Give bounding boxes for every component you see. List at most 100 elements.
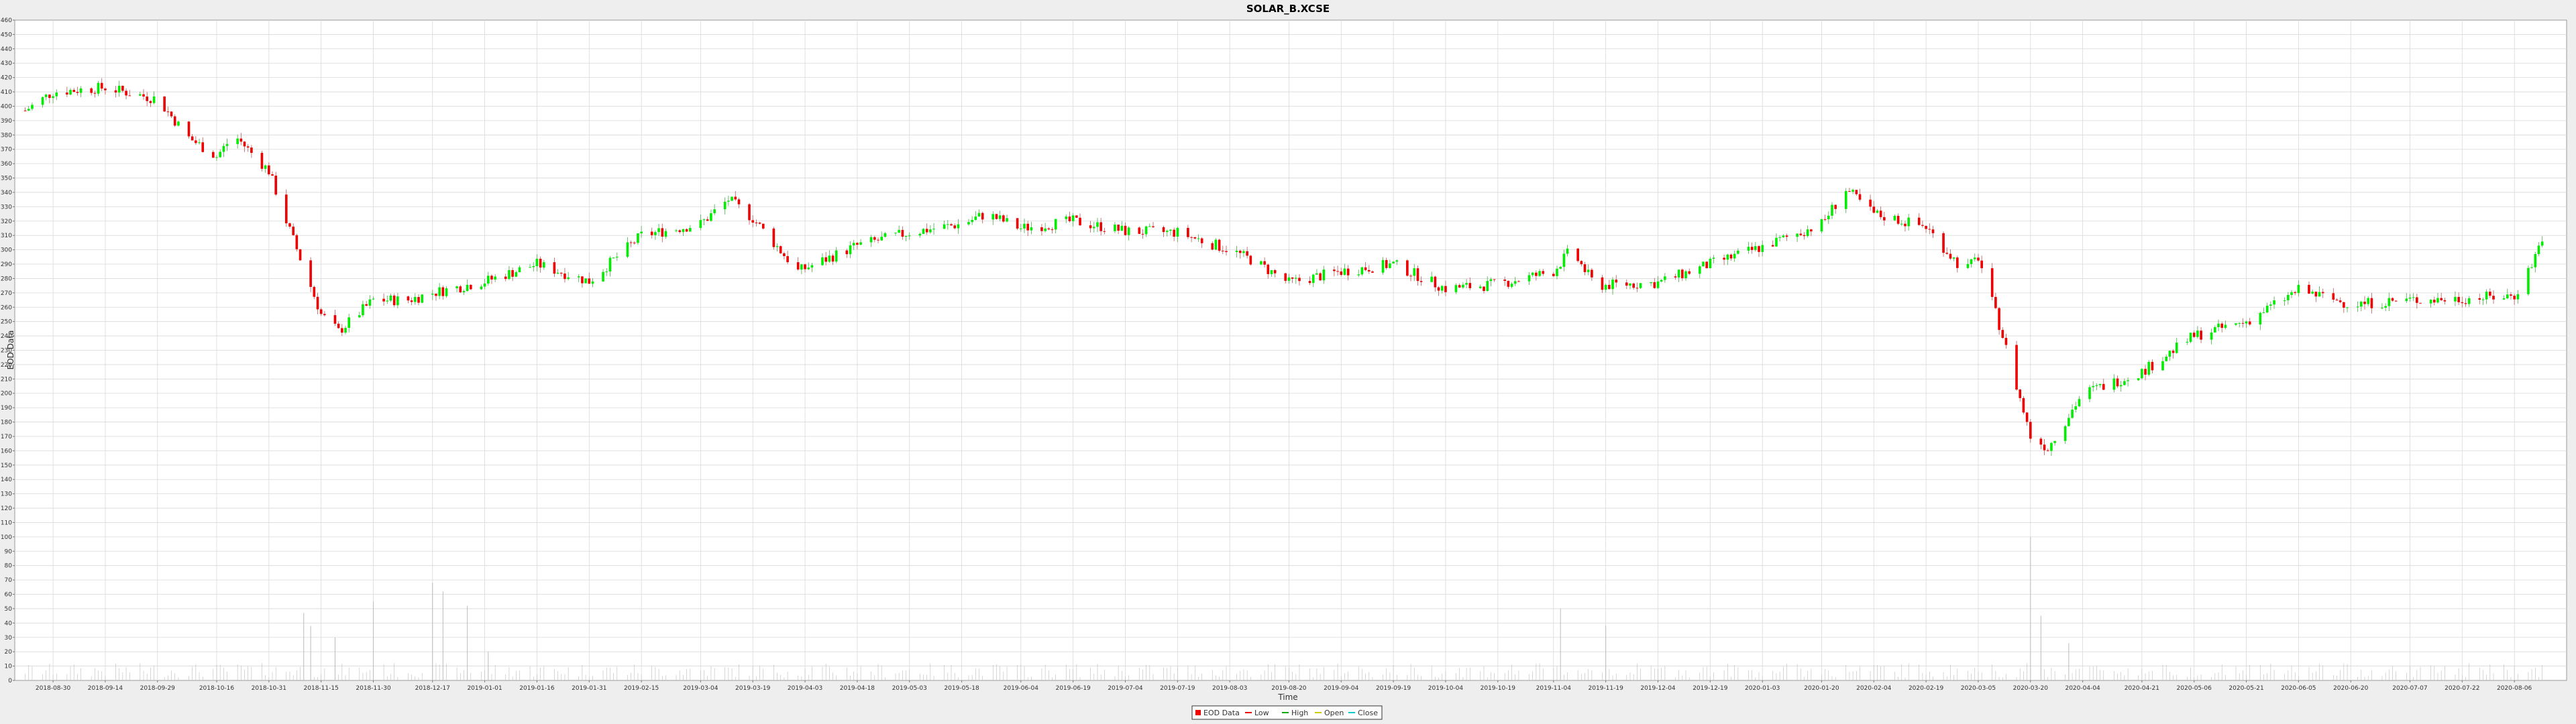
candle-body (100, 82, 103, 89)
candle-body (723, 201, 727, 210)
candle-body (292, 227, 294, 235)
candle-body (1990, 268, 1994, 297)
candle-body (1531, 272, 1534, 276)
candle-body (1517, 281, 1520, 282)
candle-body (1044, 228, 1046, 231)
candle-body (2478, 298, 2481, 300)
candle-body (1214, 239, 1218, 250)
y-tick-label: 100 (1, 534, 12, 541)
x-tick-label: 2019-04-18 (840, 685, 875, 692)
candle-body (470, 284, 472, 290)
candle-body (1952, 257, 1955, 259)
candle-body (163, 96, 166, 112)
candle-body (657, 228, 660, 233)
candle-body (664, 231, 667, 237)
candle-body (483, 283, 486, 287)
candle-body (835, 250, 838, 262)
candle-body (2429, 300, 2432, 304)
volume-layer (25, 536, 2542, 680)
candle-body (2092, 385, 2095, 387)
candle-body (947, 224, 949, 225)
candle-body (1684, 271, 1687, 278)
candle-body (535, 259, 539, 266)
candle-body (1949, 253, 1952, 259)
y-tick-label: 430 (1, 60, 12, 67)
x-tick-label: 2020-05-21 (2229, 685, 2263, 692)
candle-body (2098, 383, 2102, 385)
candle-body (1023, 223, 1026, 229)
candle-body (1040, 227, 1043, 231)
x-tick-label: 2019-06-04 (1004, 685, 1039, 692)
candle-body (1562, 253, 1566, 267)
candle-body (556, 272, 559, 274)
candle-body (117, 85, 121, 93)
candle-body (1591, 269, 1593, 278)
candle-body (1200, 238, 1203, 243)
candle-body (2019, 389, 2022, 398)
candle-body (2029, 422, 2032, 439)
candle-body (486, 276, 490, 284)
candle-body (1994, 296, 1997, 308)
candle-body (2530, 267, 2533, 268)
candle-body (1360, 267, 1364, 275)
candle-body (1806, 229, 1809, 237)
candle-body (1604, 284, 1607, 290)
candle-body (41, 97, 44, 105)
x-tick-label: 2020-03-05 (1961, 685, 1996, 692)
x-tick-label: 2019-06-19 (1055, 685, 1091, 692)
candle-body (170, 111, 173, 117)
candle-body (877, 239, 879, 241)
candle-body (957, 224, 960, 229)
candle-body (1904, 223, 1907, 227)
candle-body (995, 214, 998, 219)
candle-body (309, 260, 312, 287)
candle-body (1677, 269, 1680, 278)
candle-body (274, 175, 278, 195)
candle-body (1653, 282, 1656, 288)
y-tick-label: 360 (1, 161, 12, 168)
candle-body (295, 235, 299, 249)
candle-body (1876, 210, 1879, 213)
candle-body (1893, 216, 1896, 221)
candle-body (2074, 406, 2078, 410)
candle-body (967, 222, 970, 225)
candle-body (1583, 264, 1587, 272)
candle-body (1141, 233, 1144, 235)
candle-body (97, 82, 100, 94)
candle-body (1559, 267, 1562, 269)
candle-body (1096, 222, 1099, 227)
candle-body (389, 295, 392, 301)
x-tick-label: 2020-02-19 (1909, 685, 1944, 692)
candle-body (413, 297, 417, 302)
candle-body (1249, 255, 1252, 265)
candle-body (1343, 268, 1346, 276)
candle-body (1625, 282, 1628, 286)
candle-body (1211, 243, 1214, 250)
candle-body (661, 228, 664, 237)
candle-body (859, 242, 862, 245)
candle-body (1688, 271, 1691, 274)
candle-body (2457, 296, 2460, 302)
candle-body (539, 259, 542, 268)
candle-body (2290, 292, 2293, 295)
candle-body (2116, 378, 2119, 387)
candle-body (1406, 260, 1409, 276)
candle-body (2119, 385, 2123, 387)
candle-body (2506, 294, 2509, 298)
candle-body (1075, 215, 1078, 218)
candle-body (260, 153, 264, 169)
candle-body (421, 294, 424, 303)
candle-body (2321, 292, 2324, 294)
candle-body (2339, 300, 2342, 302)
candle-body (1364, 267, 1367, 270)
candle-body (1778, 237, 1781, 238)
candle-body (1416, 268, 1419, 282)
candle-body (1322, 269, 1326, 281)
y-tick-label: 200 (1, 391, 12, 398)
candle-body (559, 272, 563, 274)
candle-body (1026, 223, 1029, 231)
candle-body (706, 219, 709, 221)
candle-body (991, 214, 995, 220)
candle-body (1527, 275, 1531, 282)
candle-body (1176, 227, 1179, 237)
